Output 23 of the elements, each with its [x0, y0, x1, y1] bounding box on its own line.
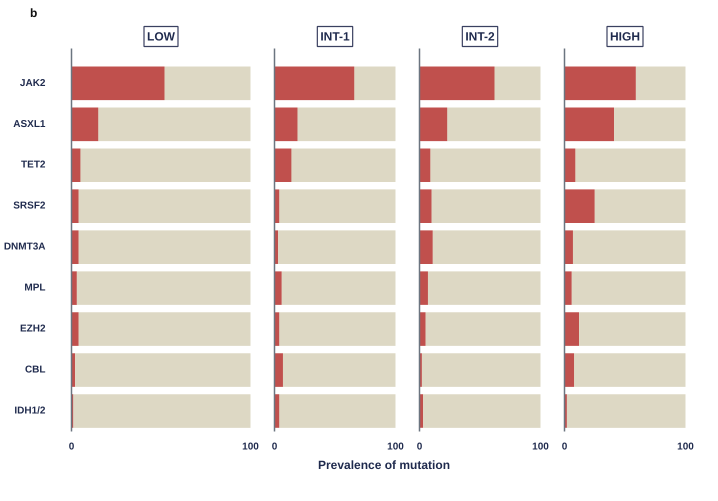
y-tick-label: CBL — [24, 364, 46, 376]
y-tick-label: SRSF2 — [13, 200, 46, 212]
text: b — [30, 6, 38, 20]
x-tick-label: 0 — [562, 442, 568, 452]
y-tick-label: IDH1/2 — [14, 406, 46, 417]
chart-title: INT-1 — [320, 30, 350, 44]
x-tick-label: 100 — [387, 442, 404, 452]
chart-title: LOW — [147, 30, 176, 44]
x-axis-title: Prevalence of mutation — [318, 458, 450, 472]
x-tick-label: 0 — [272, 442, 278, 452]
x-tick-label: 100 — [532, 442, 550, 452]
x-tick-label: 100 — [242, 442, 260, 452]
chart-title: HIGH — [610, 30, 640, 44]
y-tick-label: ASXL1 — [13, 118, 46, 130]
y-tick-label: TET2 — [21, 160, 46, 171]
y-tick-label: EZH2 — [20, 324, 46, 335]
y-tick-label: MPL — [24, 282, 46, 294]
x-tick-label: 0 — [416, 442, 423, 452]
chart-title: INT-2 — [465, 30, 495, 44]
x-tick-label: 100 — [677, 442, 694, 452]
x-tick-label: 0 — [68, 442, 75, 452]
y-tick-label: DNMT3A — [4, 242, 46, 253]
y-tick-label: JAK2 — [20, 78, 46, 89]
